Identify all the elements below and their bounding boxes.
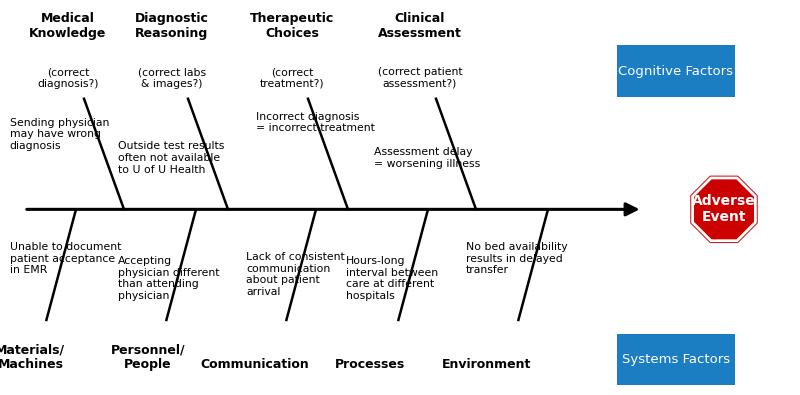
Text: Adverse
Event: Adverse Event	[692, 194, 756, 224]
Text: Cognitive Factors: Cognitive Factors	[618, 65, 734, 77]
Text: Incorrect diagnosis
= incorrect treatment: Incorrect diagnosis = incorrect treatmen…	[256, 112, 375, 133]
Text: Sending physician
may have wrong
diagnosis: Sending physician may have wrong diagnos…	[10, 118, 109, 151]
Text: (correct
treatment?): (correct treatment?)	[260, 67, 324, 89]
Text: Assessment delay
= worsening illness: Assessment delay = worsening illness	[374, 147, 481, 169]
Text: Systems Factors: Systems Factors	[622, 353, 730, 366]
Text: Clinical
Assessment: Clinical Assessment	[378, 12, 462, 40]
Text: Materials/
Machines: Materials/ Machines	[0, 343, 66, 371]
Text: (correct labs
& images?): (correct labs & images?)	[138, 67, 206, 89]
Polygon shape	[687, 173, 761, 246]
Text: Therapeutic
Choices: Therapeutic Choices	[250, 12, 334, 40]
Polygon shape	[693, 178, 755, 241]
FancyBboxPatch shape	[617, 334, 735, 385]
Text: Accepting
physician different
than attending
physician: Accepting physician different than atten…	[118, 256, 220, 301]
Text: Environment: Environment	[442, 358, 531, 371]
FancyBboxPatch shape	[617, 45, 735, 97]
Text: Processes: Processes	[335, 358, 406, 371]
Text: Lack of consistent
communication
about patient
arrival: Lack of consistent communication about p…	[246, 252, 345, 297]
Text: No bed availability
results in delayed
transfer: No bed availability results in delayed t…	[466, 242, 567, 275]
Text: Outside test results
often not available
to U of U Health: Outside test results often not available…	[118, 141, 225, 175]
Text: Communication: Communication	[200, 358, 309, 371]
Text: Hours-long
interval between
care at different
hospitals: Hours-long interval between care at diff…	[346, 256, 438, 301]
Text: (correct patient
assessment?): (correct patient assessment?)	[378, 67, 462, 89]
Text: Personnel/
People: Personnel/ People	[110, 343, 186, 371]
Text: Diagnostic
Reasoning: Diagnostic Reasoning	[135, 12, 209, 40]
Text: Unable to document
patient acceptance
in EMR: Unable to document patient acceptance in…	[10, 242, 121, 275]
Text: (correct
diagnosis?): (correct diagnosis?)	[38, 67, 98, 89]
Text: Medical
Knowledge: Medical Knowledge	[30, 12, 106, 40]
